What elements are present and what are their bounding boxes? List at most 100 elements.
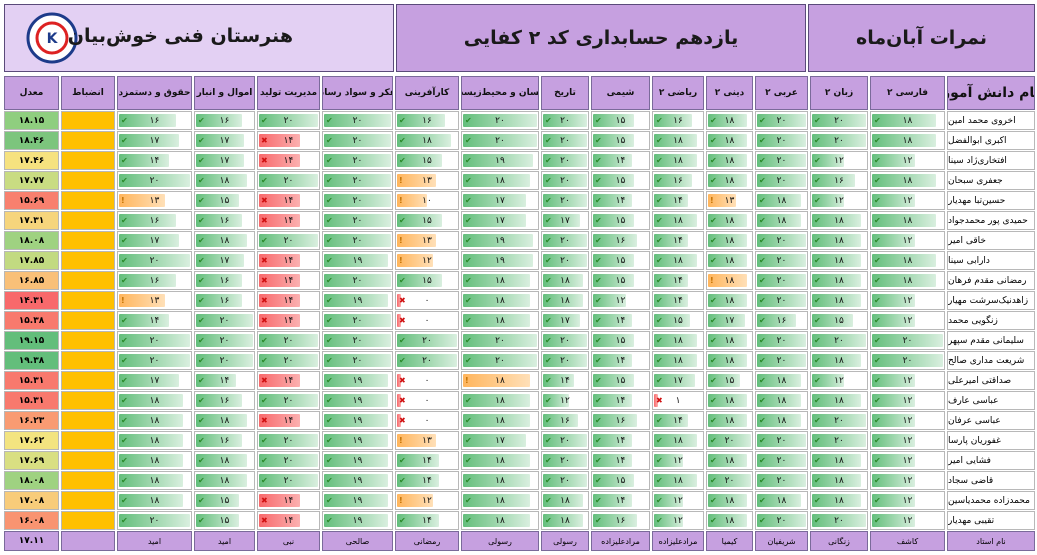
score-cell[interactable]: ✔ ۱۸ (194, 411, 255, 430)
score-cell[interactable]: ✔ ۱۸ (706, 211, 753, 230)
score-cell[interactable]: ✔ ۲۰ (194, 351, 255, 370)
score-cell[interactable]: ✔ ۱۶ (541, 411, 589, 430)
score-cell[interactable]: ✔ ۲۰ (117, 331, 192, 350)
score-cell[interactable]: ✔ ۱۸ (194, 451, 255, 470)
score-cell[interactable]: ✔ ۲۰ (541, 111, 589, 130)
score-cell[interactable]: ✔ ۱۲ (870, 391, 945, 410)
score-cell[interactable]: ✔ ۱۸ (706, 511, 753, 530)
score-cell[interactable]: ✔ ۲۰ (810, 111, 868, 130)
score-cell[interactable]: ✔ ۱۲ (810, 191, 868, 210)
score-cell[interactable]: ! ۱۳ (117, 191, 192, 210)
score-cell[interactable]: ✔ ۱۷ (117, 371, 192, 390)
score-cell[interactable]: ✖ ۱۴ (257, 371, 320, 390)
score-cell[interactable]: ✔ ۲۰ (322, 311, 393, 330)
score-cell[interactable]: ✔ ۱۲ (870, 191, 945, 210)
score-cell[interactable]: ✖ ۰ (395, 371, 459, 390)
score-cell[interactable]: ✔ ۱۷ (652, 371, 704, 390)
score-cell[interactable]: ✖ ۱۴ (257, 311, 320, 330)
score-cell[interactable]: ✔ ۱۷ (117, 231, 192, 250)
score-cell[interactable]: ✔ ۱۷ (541, 211, 589, 230)
score-cell[interactable]: ✔ ۱۸ (706, 131, 753, 150)
score-cell[interactable]: ✔ ۲۰ (257, 391, 320, 410)
score-cell[interactable]: ✔ ۲۰ (322, 191, 393, 210)
score-cell[interactable]: ✔ ۱۸ (461, 471, 539, 490)
score-cell[interactable]: ✔ ۲۰ (257, 471, 320, 490)
score-cell[interactable]: ✖ ۱۴ (257, 251, 320, 270)
score-cell[interactable]: ✔ ۲۰ (257, 351, 320, 370)
score-cell[interactable]: ✔ ۱۶ (194, 391, 255, 410)
score-cell[interactable]: ✖ ۱۴ (257, 211, 320, 230)
score-cell[interactable]: ✔ ۱۸ (706, 391, 753, 410)
score-cell[interactable]: ✔ ۱۵ (591, 271, 650, 290)
score-cell[interactable]: ✔ ۲۰ (755, 511, 808, 530)
score-cell[interactable]: ✔ ۱۸ (461, 391, 539, 410)
score-cell[interactable]: ✔ ۲۰ (755, 431, 808, 450)
score-cell[interactable]: ✔ ۱۲ (870, 411, 945, 430)
score-cell[interactable]: ✔ ۱۲ (870, 291, 945, 310)
score-cell[interactable]: ✔ ۱۸ (755, 411, 808, 430)
score-cell[interactable]: ✔ ۱۹ (322, 291, 393, 310)
score-cell[interactable]: ✖ ۱۴ (257, 511, 320, 530)
score-cell[interactable]: ✔ ۲۰ (117, 351, 192, 370)
score-cell[interactable]: ✔ ۱۸ (870, 171, 945, 190)
score-cell[interactable]: ✔ ۱۲ (870, 511, 945, 530)
score-cell[interactable]: ✖ ۱۴ (257, 151, 320, 170)
score-cell[interactable]: ✔ ۱۸ (461, 511, 539, 530)
score-cell[interactable]: ✔ ۱۵ (591, 111, 650, 130)
score-cell[interactable]: ✔ ۱۲ (870, 311, 945, 330)
score-cell[interactable]: ✔ ۱۸ (810, 351, 868, 370)
score-cell[interactable]: ✔ ۲۰ (461, 111, 539, 130)
score-cell[interactable]: ✔ ۲۰ (322, 331, 393, 350)
score-cell[interactable]: ✔ ۱۴ (591, 191, 650, 210)
score-cell[interactable]: ✔ ۱۲ (870, 491, 945, 510)
score-cell[interactable]: ✔ ۲۰ (322, 271, 393, 290)
score-cell[interactable]: ✔ ۱۴ (652, 291, 704, 310)
score-cell[interactable]: ! ۱۳ (395, 431, 459, 450)
score-cell[interactable]: ! ۱۲ (395, 251, 459, 270)
score-cell[interactable]: ✔ ۱۲ (870, 371, 945, 390)
score-cell[interactable]: ✔ ۱۷ (461, 191, 539, 210)
score-cell[interactable]: ✔ ۲۰ (810, 131, 868, 150)
score-cell[interactable]: ✔ ۱۴ (591, 151, 650, 170)
score-cell[interactable]: ✔ ۱۲ (870, 231, 945, 250)
score-cell[interactable]: ✔ ۲۰ (541, 251, 589, 270)
score-cell[interactable]: ✔ ۱۲ (652, 451, 704, 470)
score-cell[interactable]: ✔ ۱۸ (870, 211, 945, 230)
score-cell[interactable]: ✔ ۱۸ (706, 251, 753, 270)
score-cell[interactable]: ✖ ۰ (395, 311, 459, 330)
score-cell[interactable]: ✔ ۱۷ (706, 311, 753, 330)
score-cell[interactable]: ✔ ۱۶ (117, 111, 192, 130)
score-cell[interactable]: ✔ ۱۶ (652, 171, 704, 190)
score-cell[interactable]: ✔ ۱۸ (706, 151, 753, 170)
score-cell[interactable]: ✔ ۲۰ (541, 351, 589, 370)
score-cell[interactable]: ✔ ۱۵ (194, 511, 255, 530)
score-cell[interactable]: ✔ ۱۸ (117, 431, 192, 450)
score-cell[interactable]: ✔ ۱۴ (652, 191, 704, 210)
score-cell[interactable]: ✔ ۱۸ (461, 271, 539, 290)
score-cell[interactable]: ✔ ۱۸ (652, 351, 704, 370)
score-cell[interactable]: ✔ ۲۰ (194, 331, 255, 350)
score-cell[interactable]: ✔ ۱۴ (541, 371, 589, 390)
score-cell[interactable]: ✔ ۱۵ (591, 331, 650, 350)
score-cell[interactable]: ✔ ۱۸ (706, 111, 753, 130)
score-cell[interactable]: ✔ ۱۸ (541, 291, 589, 310)
score-cell[interactable]: ✔ ۲۰ (755, 151, 808, 170)
score-cell[interactable]: ✔ ۱۴ (591, 451, 650, 470)
score-cell[interactable]: ✔ ۱۷ (117, 131, 192, 150)
score-cell[interactable]: ✔ ۱۹ (461, 251, 539, 270)
score-cell[interactable]: ✔ ۱۸ (810, 231, 868, 250)
score-cell[interactable]: ✔ ۱۹ (322, 411, 393, 430)
score-cell[interactable]: ✔ ۲۰ (541, 451, 589, 470)
score-cell[interactable]: ! ۱۰ (395, 191, 459, 210)
score-cell[interactable]: ✔ ۱۷ (194, 251, 255, 270)
score-cell[interactable]: ✔ ۱۶ (194, 431, 255, 450)
score-cell[interactable]: ✔ ۱۸ (652, 151, 704, 170)
score-cell[interactable]: ✔ ۲۰ (322, 231, 393, 250)
score-cell[interactable]: ✔ ۲۰ (755, 291, 808, 310)
score-cell[interactable]: ✔ ۲۰ (541, 191, 589, 210)
score-cell[interactable]: ✔ ۱۸ (810, 451, 868, 470)
score-cell[interactable]: ! ۱۳ (117, 291, 192, 310)
score-cell[interactable]: ✔ ۱۶ (755, 311, 808, 330)
score-cell[interactable]: ✔ ۲۰ (541, 331, 589, 350)
score-cell[interactable]: ✔ ۱۸ (755, 371, 808, 390)
